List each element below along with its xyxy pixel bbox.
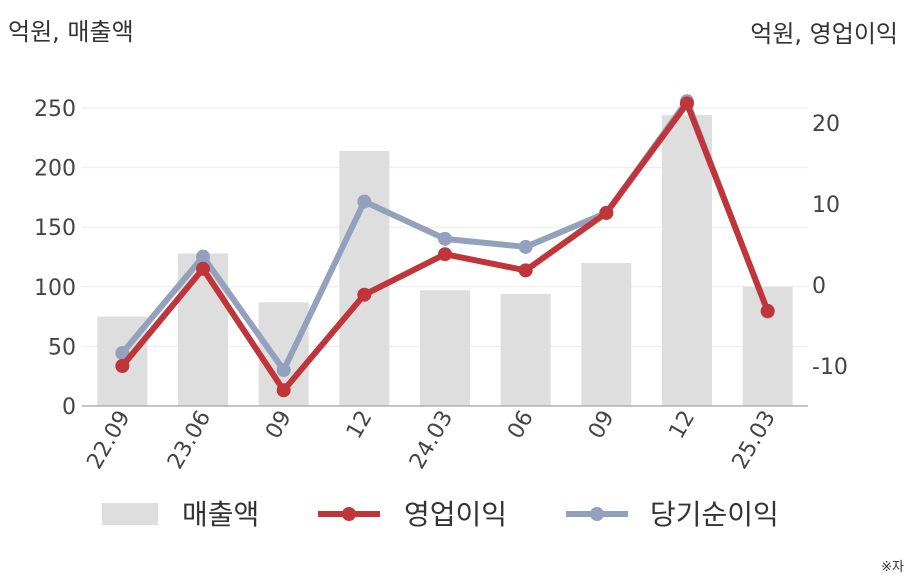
y-right-tick-label: 10 — [812, 193, 840, 218]
operating-profit-point — [196, 261, 210, 276]
legend-swatch-revenue — [102, 503, 158, 525]
footnote: ※자 — [881, 560, 904, 575]
net-income-point — [196, 249, 210, 264]
y-left-tick-label: 200 — [34, 157, 76, 182]
x-tick-label: 24.03 — [405, 407, 458, 474]
bar — [662, 115, 712, 406]
x-tick-label: 12 — [665, 407, 701, 444]
y-left-tick-label: 100 — [34, 276, 76, 301]
x-tick-label: 09 — [261, 407, 297, 444]
y-right-tick-label: 0 — [812, 274, 826, 299]
legend-label-revenue: 매출액 — [182, 498, 259, 531]
net-income-point — [518, 239, 533, 254]
legend: 매출액 영업이익 당기순이익 — [102, 498, 779, 531]
tick-labels: 0 50 100 150 200 250 -10 0 10 20 22.09 23.06 09 12 24.… — [34, 97, 848, 474]
legend-marker-net-income — [590, 507, 604, 521]
bar — [581, 262, 632, 406]
x-tick-label: 25.03 — [728, 407, 781, 474]
operating-profit-point — [357, 287, 372, 302]
operating-profit-point — [760, 303, 775, 318]
y-right-tick-label: 20 — [812, 112, 840, 137]
y-left-tick-label: 0 — [62, 395, 76, 420]
bar — [339, 150, 390, 406]
x-tick-label: 23.06 — [163, 407, 216, 474]
y-left-tick-label: 250 — [34, 97, 76, 122]
y-right-tick-label: -10 — [812, 355, 848, 380]
operating-profit-point — [115, 359, 130, 373]
bar — [420, 290, 470, 406]
operating-profit-point — [518, 263, 533, 278]
x-tick-label: 12 — [342, 407, 378, 444]
net-income-point — [357, 194, 372, 209]
legend-label-operating-profit: 영업이익 — [404, 498, 507, 531]
left-axis-unit: 억원, 매출액 — [8, 18, 134, 46]
operating-profit-point — [599, 205, 614, 220]
operating-profit-point — [276, 383, 291, 398]
operating-profit-point — [438, 247, 452, 262]
bar — [500, 293, 551, 406]
operating-profit-point — [680, 96, 694, 111]
legend-label-net-income: 당기순이익 — [650, 498, 779, 531]
line-series — [115, 94, 775, 398]
y-left-tick-label: 50 — [48, 335, 76, 360]
x-tick-label: 09 — [584, 407, 620, 444]
x-tick-label: 22.09 — [82, 407, 135, 474]
net-income-point — [115, 346, 130, 361]
y-left-tick-label: 150 — [34, 216, 76, 241]
right-axis-unit: 억원, 영업이익 — [750, 20, 898, 48]
net-income-point — [438, 231, 452, 246]
net-income-point — [276, 363, 291, 378]
legend-marker-operating-profit — [342, 507, 356, 521]
x-tick-label: 06 — [503, 407, 539, 444]
